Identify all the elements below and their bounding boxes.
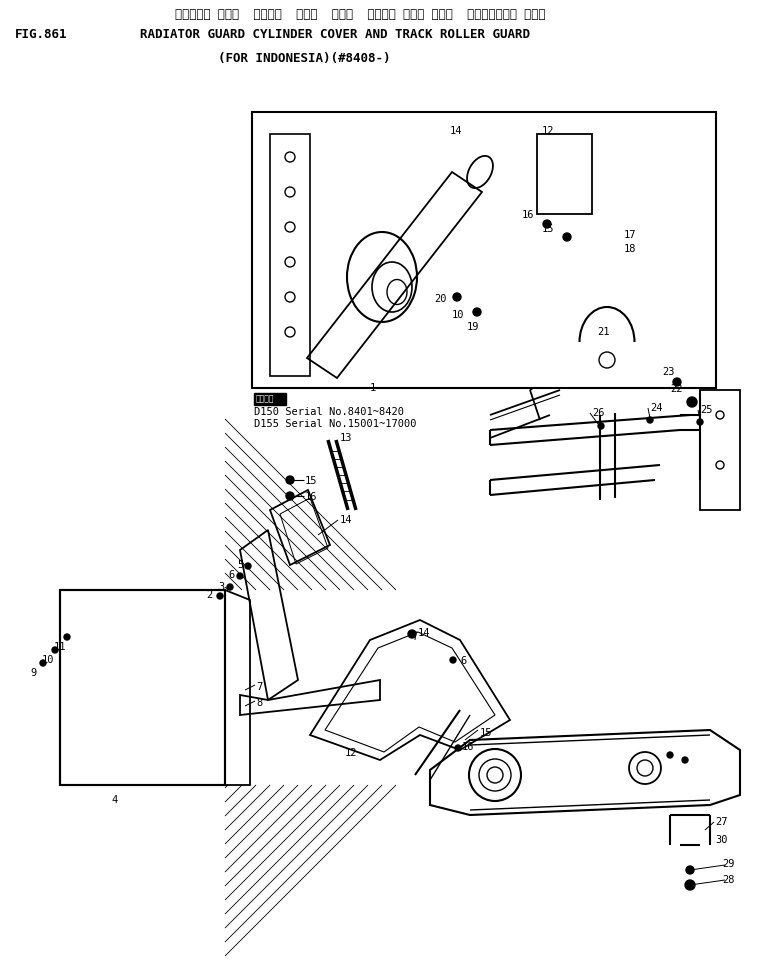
Text: 8: 8 — [256, 698, 262, 708]
Text: 24: 24 — [650, 403, 662, 413]
Text: 16: 16 — [462, 742, 474, 752]
Bar — [252, 112, 716, 388]
Bar — [254, 393, 286, 405]
Circle shape — [686, 866, 694, 874]
Bar — [60, 590, 225, 785]
Circle shape — [682, 757, 688, 763]
Text: 14: 14 — [340, 515, 352, 525]
Circle shape — [687, 397, 697, 407]
Text: 10: 10 — [452, 310, 465, 320]
Text: ラジエータ ガード  シリンダ  カバー  オルビ  トラック ローラ ガード  （イントネシア ヨリ）: ラジエータ ガード シリンダ カバー オルビ トラック ローラ ガード （イント… — [175, 8, 545, 21]
Circle shape — [667, 752, 673, 758]
Text: 11: 11 — [54, 642, 66, 652]
Text: 7: 7 — [256, 682, 262, 692]
Text: 4: 4 — [112, 795, 118, 805]
Text: 23: 23 — [662, 367, 675, 377]
Text: 15: 15 — [542, 224, 555, 234]
Text: 9: 9 — [30, 668, 36, 678]
Text: 20: 20 — [434, 294, 446, 304]
Circle shape — [543, 220, 551, 228]
Text: 16: 16 — [305, 492, 318, 502]
Circle shape — [453, 293, 461, 301]
Text: 12: 12 — [542, 126, 555, 136]
Text: 17: 17 — [624, 230, 636, 240]
Circle shape — [473, 308, 481, 316]
Circle shape — [697, 419, 703, 425]
Text: 5: 5 — [237, 560, 243, 570]
Circle shape — [217, 593, 223, 599]
Circle shape — [286, 492, 294, 500]
Text: 26: 26 — [592, 408, 604, 418]
Bar — [537, 134, 592, 214]
Circle shape — [245, 563, 251, 569]
Text: RADIATOR GUARD CYLINDER COVER AND TRACK ROLLER GUARD: RADIATOR GUARD CYLINDER COVER AND TRACK … — [140, 28, 530, 41]
Circle shape — [455, 745, 461, 751]
Text: 27: 27 — [715, 817, 727, 827]
Circle shape — [685, 880, 695, 890]
Text: 6: 6 — [228, 570, 235, 580]
Circle shape — [64, 634, 70, 640]
Circle shape — [237, 573, 243, 579]
Text: 3: 3 — [218, 582, 225, 592]
Circle shape — [40, 660, 46, 666]
Text: (FOR INDONESIA)(#8408-): (FOR INDONESIA)(#8408-) — [218, 52, 390, 65]
Text: 22: 22 — [670, 384, 682, 394]
Text: 2: 2 — [206, 590, 212, 600]
Text: 14: 14 — [450, 126, 462, 136]
Text: 29: 29 — [722, 859, 734, 869]
Circle shape — [647, 417, 653, 423]
Circle shape — [227, 584, 233, 590]
Text: 18: 18 — [624, 244, 636, 254]
Text: 15: 15 — [305, 476, 318, 486]
Text: 適用底番: 適用底番 — [256, 395, 274, 403]
Text: 14: 14 — [418, 628, 430, 638]
Circle shape — [450, 657, 456, 663]
Text: 15: 15 — [480, 728, 493, 738]
Circle shape — [408, 630, 416, 638]
Circle shape — [598, 423, 604, 429]
Text: 25: 25 — [700, 405, 713, 415]
Circle shape — [673, 378, 681, 386]
Text: 12: 12 — [345, 748, 358, 758]
Text: 21: 21 — [597, 327, 610, 337]
Circle shape — [286, 476, 294, 484]
Text: 30: 30 — [715, 835, 727, 845]
Text: 13: 13 — [340, 433, 352, 443]
Text: 16: 16 — [522, 210, 535, 220]
Bar — [60, 590, 225, 785]
Text: D150 Serial No.8401~8420: D150 Serial No.8401~8420 — [254, 407, 404, 417]
Text: 10: 10 — [42, 655, 54, 665]
Text: 28: 28 — [722, 875, 734, 885]
Circle shape — [52, 647, 58, 653]
Text: FIG.861: FIG.861 — [15, 28, 67, 41]
Text: D155 Serial No.15001~17000: D155 Serial No.15001~17000 — [254, 419, 416, 429]
Text: 1: 1 — [370, 383, 376, 393]
Circle shape — [563, 233, 571, 241]
Text: 6: 6 — [460, 656, 466, 666]
Text: 19: 19 — [467, 322, 480, 332]
